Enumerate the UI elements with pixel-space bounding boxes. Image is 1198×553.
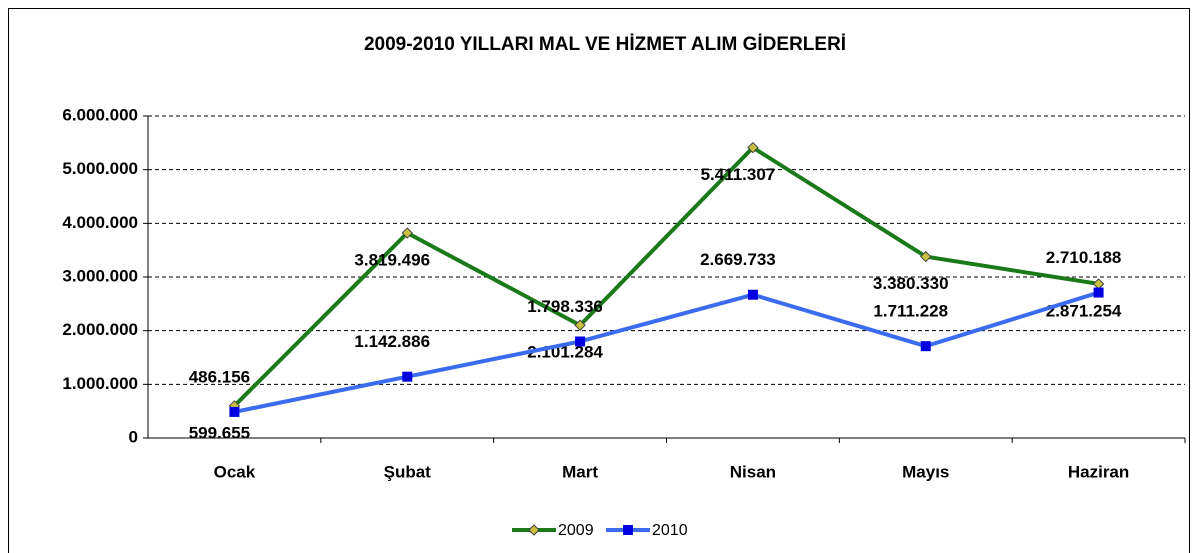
data-label: 1.798.336 bbox=[527, 297, 603, 316]
chart-frame bbox=[8, 8, 1190, 553]
y-tick-label: 3.000.000 bbox=[62, 266, 138, 285]
y-tick-label: 6.000.000 bbox=[62, 105, 138, 124]
x-tick-label: Haziran bbox=[1068, 462, 1129, 481]
data-label: 2.710.188 bbox=[1046, 248, 1122, 267]
data-point bbox=[402, 371, 413, 382]
data-point bbox=[229, 406, 240, 417]
legend-marker bbox=[623, 525, 633, 535]
data-label: 599.655 bbox=[189, 423, 250, 442]
chart-title: 2009-2010 YILLARI MAL VE HİZMET ALIM GİD… bbox=[364, 34, 846, 55]
data-point bbox=[401, 227, 413, 239]
x-tick-label: Mart bbox=[562, 462, 598, 481]
data-label: 3.819.496 bbox=[354, 251, 430, 270]
x-tick-label: Şubat bbox=[384, 462, 432, 481]
series-line bbox=[233, 145, 1099, 408]
data-label: 1.142.886 bbox=[354, 332, 430, 351]
y-tick-label: 0 bbox=[129, 427, 138, 446]
data-label: 486.156 bbox=[189, 367, 250, 386]
data-label: 2.871.254 bbox=[1046, 301, 1122, 320]
data-label: 1.711.228 bbox=[873, 302, 948, 321]
data-label: 3.380.330 bbox=[873, 274, 949, 293]
x-tick-label: Nisan bbox=[730, 462, 776, 481]
y-tick-label: 2.000.000 bbox=[62, 320, 138, 339]
data-point bbox=[1093, 287, 1104, 298]
data-point bbox=[920, 250, 932, 263]
data-point bbox=[747, 289, 758, 300]
data-point bbox=[747, 141, 759, 154]
data-label: 2.669.733 bbox=[700, 250, 776, 269]
legend: 2009 bbox=[558, 522, 594, 539]
legend: 2010 bbox=[652, 522, 688, 539]
data-label: 5.411.307 bbox=[701, 165, 776, 184]
series-line bbox=[234, 290, 1100, 414]
legend-marker bbox=[528, 524, 540, 536]
data-point bbox=[574, 319, 586, 331]
x-tick-label: Ocak bbox=[214, 462, 256, 481]
y-tick-label: 4.000.000 bbox=[62, 213, 138, 232]
y-tick-label: 1.000.000 bbox=[62, 374, 138, 393]
x-tick-label: Mayıs bbox=[902, 462, 949, 481]
data-point bbox=[575, 336, 586, 347]
data-point bbox=[920, 341, 931, 352]
y-tick-label: 5.000.000 bbox=[62, 159, 138, 178]
